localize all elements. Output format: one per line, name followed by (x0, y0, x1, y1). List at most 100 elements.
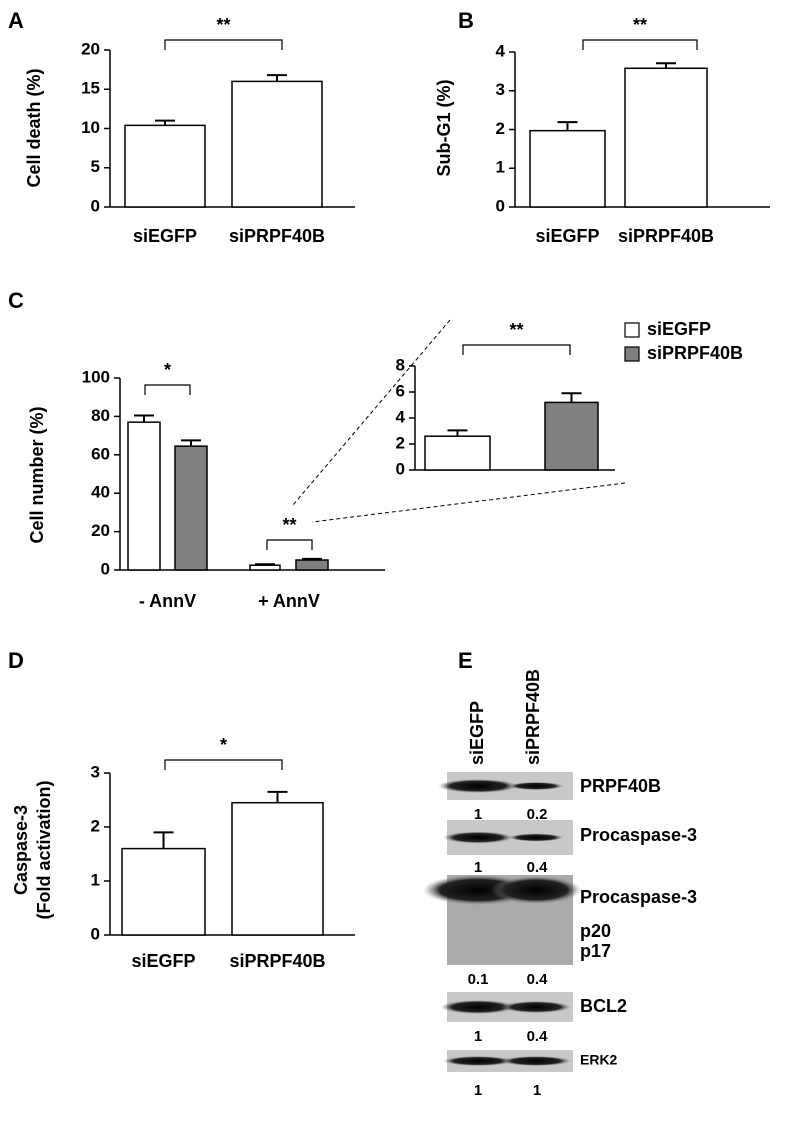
y-axis-label: Cell number (%) (27, 406, 47, 543)
error-bar (155, 119, 175, 126)
y-axis-label: (Fold activation) (34, 780, 54, 919)
panel-label: D (8, 648, 24, 673)
y-tick-label: 60 (91, 444, 110, 463)
panel-label: E (458, 648, 473, 673)
bar (121, 847, 206, 936)
significance-bracket (164, 39, 283, 50)
error-bar (447, 429, 468, 437)
blot-band (443, 831, 513, 844)
y-tick-label: 0 (91, 196, 100, 215)
zoom-line (311, 482, 626, 523)
significance-bracket (462, 344, 571, 355)
y-tick-label: 4 (396, 407, 406, 426)
y-tick-label: 80 (91, 406, 110, 425)
significance: * (220, 735, 227, 755)
significance: ** (282, 515, 296, 535)
blot-band (438, 779, 518, 793)
y-tick-label: 2 (496, 119, 505, 138)
significance-bracket (582, 39, 698, 50)
blot-band (501, 1001, 571, 1013)
blot-label: p20 (580, 921, 611, 941)
blot-band (508, 782, 564, 790)
x-tick-label: siEGFP (535, 226, 599, 246)
error-bar (557, 121, 578, 131)
significance-bracket (144, 384, 191, 395)
blot-band (491, 876, 581, 904)
error-bar (561, 392, 582, 403)
bar (544, 401, 599, 471)
panel-label: B (458, 8, 474, 33)
y-tick-label: 3 (91, 762, 100, 781)
y-tick-label: 0 (91, 924, 100, 943)
quantification: 1 (474, 1028, 482, 1045)
y-tick-label: 40 (91, 483, 110, 502)
y-tick-label: 1 (91, 870, 100, 889)
y-tick-label: 15 (81, 79, 100, 98)
lane-label: siEGFP (467, 701, 487, 765)
y-tick-label: 5 (91, 157, 100, 176)
panel-label: A (8, 8, 24, 33)
x-tick-label: siEGFP (133, 226, 197, 246)
bar (231, 80, 323, 208)
y-axis-label: Caspase-3 (11, 805, 31, 895)
y-axis-label: Cell death (%) (24, 68, 44, 187)
y-tick-label: 20 (81, 39, 100, 58)
y-tick-label: 3 (496, 80, 505, 99)
y-tick-label: 4 (496, 41, 506, 60)
blot-label: BCL2 (580, 996, 627, 1016)
bar (295, 559, 329, 571)
significance: ** (633, 15, 647, 35)
quantification: 0.4 (527, 971, 549, 988)
blot-label: Procaspase-3 (580, 825, 697, 845)
y-axis-label: Sub-G1 (%) (434, 79, 454, 176)
error-bar (267, 74, 287, 82)
quantification: 0.1 (468, 971, 489, 988)
blot-band (443, 1056, 513, 1066)
quantification: 1 (474, 806, 482, 823)
significance: ** (216, 15, 230, 35)
y-tick-label: 100 (82, 367, 110, 386)
y-tick-label: 20 (91, 521, 110, 540)
x-tick-label: siPRPF40B (229, 226, 325, 246)
bar (529, 129, 606, 208)
x-tick-label: siPRPF40B (229, 951, 325, 971)
error-bar (656, 62, 676, 69)
legend-label: siPRPF40B (647, 343, 743, 363)
panel-label: C (8, 288, 24, 313)
bar (424, 435, 491, 471)
zoom-line (292, 319, 451, 506)
y-tick-label: 8 (396, 355, 405, 374)
legend-label: siEGFP (647, 319, 711, 339)
significance: ** (509, 320, 523, 340)
legend-swatch (624, 346, 640, 362)
x-tick-label: - AnnV (139, 591, 196, 611)
blot-label: ERK2 (580, 1052, 618, 1068)
bar (124, 124, 206, 208)
error-bar (267, 790, 288, 803)
blot-label: p17 (580, 941, 611, 961)
bar (624, 67, 708, 208)
bar (231, 801, 324, 936)
x-tick-label: siPRPF40B (618, 226, 714, 246)
x-tick-label: siEGFP (131, 951, 195, 971)
y-tick-label: 2 (91, 816, 100, 835)
error-bar (134, 414, 154, 423)
y-tick-label: 0 (496, 196, 505, 215)
quantification: 1 (474, 1082, 482, 1099)
quantification: 0.4 (527, 1028, 549, 1045)
y-tick-label: 1 (496, 158, 505, 177)
blot-band (508, 833, 564, 842)
significance-bracket (266, 539, 313, 550)
blot-label: PRPF40B (580, 776, 661, 796)
blot-label: Procaspase-3 (580, 887, 697, 907)
legend-swatch (624, 322, 640, 338)
lane-label: siPRPF40B (523, 669, 543, 765)
y-tick-label: 2 (396, 433, 405, 452)
error-bar (181, 439, 201, 447)
blot-band (440, 1000, 516, 1014)
y-tick-label: 0 (101, 559, 110, 578)
bar (249, 564, 281, 571)
y-tick-label: 0 (396, 459, 405, 478)
significance: * (164, 360, 171, 380)
quantification: 0.4 (527, 859, 549, 876)
